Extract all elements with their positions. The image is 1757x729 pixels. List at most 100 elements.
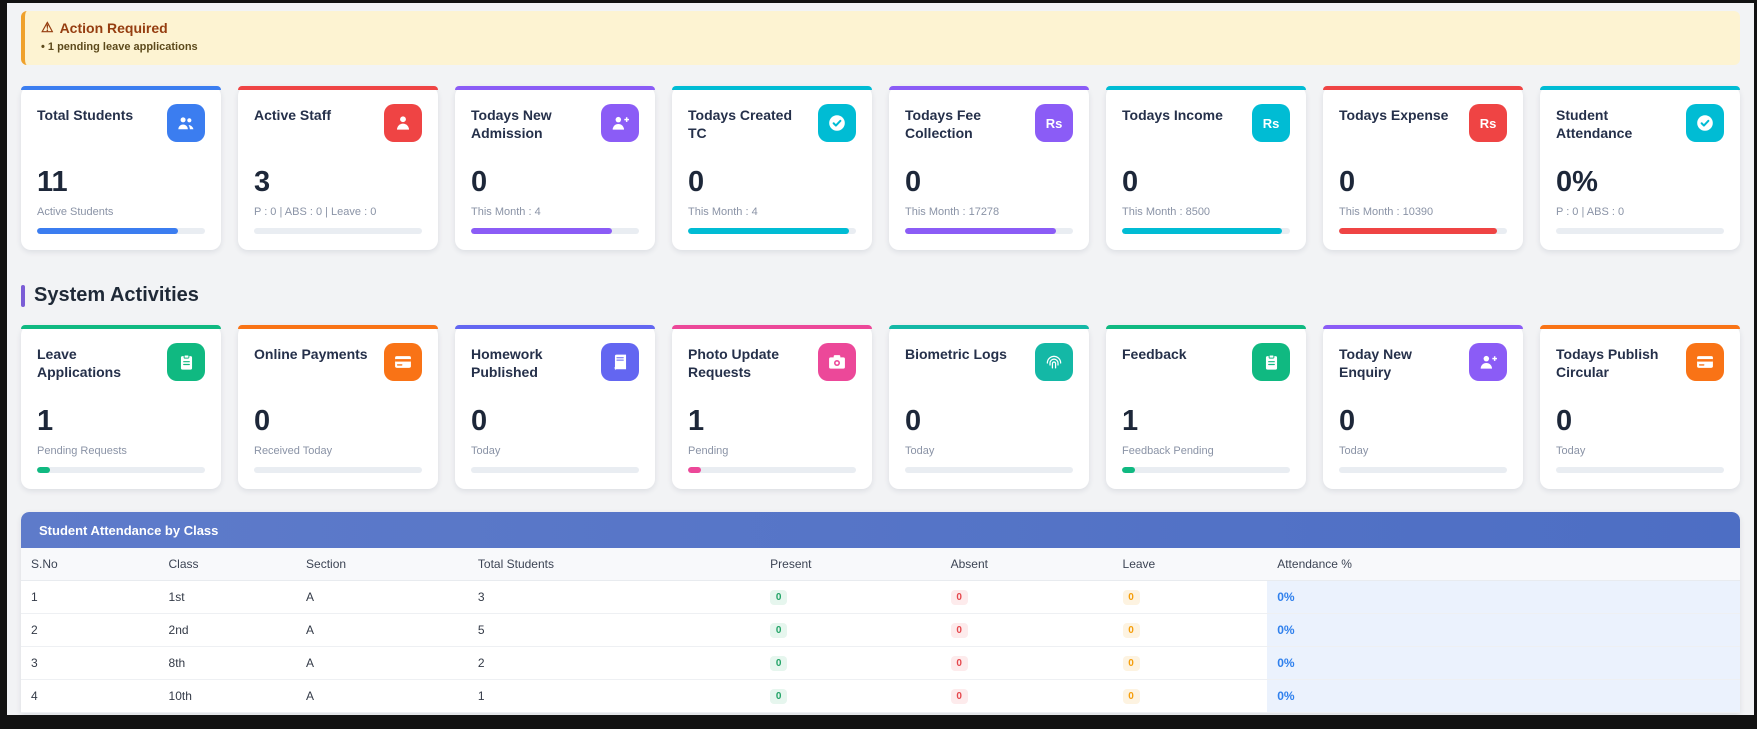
- card-title: Online Payments: [254, 346, 368, 362]
- card-title: Student Attendance: [1556, 107, 1633, 141]
- card-subtitle: Active Students: [37, 206, 114, 218]
- card-todays-expense[interactable]: Todays Expense Rs 0 This Month : 10390: [1323, 86, 1523, 250]
- card-header: Online Payments: [254, 343, 422, 381]
- leave-badge: 0: [1122, 590, 1140, 605]
- fingerprint-icon: [1035, 343, 1073, 381]
- card-title: Today New Enquiry: [1339, 346, 1412, 380]
- card-feedback[interactable]: Feedback 1 Feedback Pending: [1106, 325, 1306, 489]
- card-todays-income[interactable]: Todays Income Rs 0 This Month : 8500: [1106, 86, 1306, 250]
- absent-badge: 0: [950, 590, 968, 605]
- cell-total-students: 1: [467, 679, 761, 713]
- cell-sno: 1: [21, 580, 159, 614]
- table-title: Student Attendance by Class: [21, 512, 1740, 548]
- cell-total-students: 3: [467, 580, 761, 614]
- progress-track: [37, 228, 205, 234]
- card-active-staff[interactable]: Active Staff 3 P : 0 | ABS : 0 | Leave : 0: [238, 86, 438, 250]
- column-header-attendance: Attendance %: [1267, 548, 1740, 581]
- card-homework-published[interactable]: Homework Published 0 Today: [455, 325, 655, 489]
- card-online-payments[interactable]: Online Payments 0 Received Today: [238, 325, 438, 489]
- card-title: Todays Expense: [1339, 107, 1449, 123]
- card-value: 0: [471, 166, 488, 198]
- progress-bar: [905, 228, 1057, 234]
- cell-sno: 4: [21, 679, 159, 713]
- card-todays-created-tc[interactable]: Todays Created TC 0 This Month : 4: [672, 86, 872, 250]
- card-value: 0: [905, 166, 922, 198]
- activity-cards-row: Leave Applications 1 Pending Requests Onlin…: [21, 325, 1740, 489]
- cell-sno: 2: [21, 613, 159, 647]
- card-leave-applications[interactable]: Leave Applications 1 Pending Requests: [21, 325, 221, 489]
- present-badge: 0: [770, 656, 788, 671]
- card-todays-publish-circular[interactable]: Todays Publish Circular 0 Today: [1540, 325, 1740, 489]
- card-subtitle: Pending Requests: [37, 445, 127, 457]
- card-header: Todays Expense Rs: [1339, 104, 1507, 142]
- card-header: Total Students: [37, 104, 205, 142]
- cell-attendance: 0%: [1267, 679, 1740, 713]
- credit-card-icon: [1686, 343, 1724, 381]
- progress-bar: [688, 228, 850, 234]
- clipboard-icon: [167, 343, 205, 381]
- card-title: Homework Published: [471, 346, 543, 380]
- card-value: 0: [471, 405, 488, 437]
- progress-track: [254, 467, 422, 473]
- cell-class: 10th: [158, 679, 297, 713]
- table-row: 3 8th A 2 0 0 0 0%: [21, 646, 1740, 680]
- book-icon: [601, 343, 639, 381]
- card-subtitle: This Month : 4: [688, 206, 758, 218]
- card-title: Todays Income: [1122, 107, 1223, 123]
- cell-absent: 0: [940, 646, 1113, 680]
- user-plus-icon: [1469, 343, 1507, 381]
- cell-leave: 0: [1112, 679, 1268, 713]
- rs-icon: Rs: [1035, 104, 1073, 142]
- card-todays-new-admission[interactable]: Todays New Admission 0 This Month : 4: [455, 86, 655, 250]
- card-value: 1: [1122, 405, 1139, 437]
- card-header: Today New Enquiry: [1339, 343, 1507, 381]
- progress-track: [1339, 467, 1507, 473]
- cell-sno: 3: [21, 646, 159, 680]
- card-biometric-logs[interactable]: Biometric Logs 0 Today: [889, 325, 1089, 489]
- card-student-attendance[interactable]: Student Attendance 0% P : 0 | ABS : 0: [1540, 86, 1740, 250]
- card-header: Feedback: [1122, 343, 1290, 381]
- cell-section: A: [296, 646, 468, 680]
- progress-bar: [37, 228, 179, 234]
- progress-track: [905, 467, 1073, 473]
- card-title: Todays Publish Circular: [1556, 346, 1659, 380]
- cell-leave: 0: [1112, 646, 1268, 680]
- card-today-new-enquiry[interactable]: Today New Enquiry 0 Today: [1323, 325, 1523, 489]
- section-title: System Activities: [34, 284, 199, 306]
- card-value: 0%: [1556, 166, 1598, 198]
- progress-bar: [471, 228, 613, 234]
- cell-class: 2nd: [158, 613, 297, 647]
- card-subtitle: P : 0 | ABS : 0: [1556, 206, 1625, 218]
- cell-section: A: [296, 613, 468, 647]
- card-header: Todays Publish Circular: [1556, 343, 1724, 381]
- clipboard-icon: [1252, 343, 1290, 381]
- stat-cards-row: Total Students 11 Active Students Active St…: [21, 86, 1740, 250]
- card-total-students[interactable]: Total Students 11 Active Students: [21, 86, 221, 250]
- user-plus-icon: [601, 104, 639, 142]
- cell-absent: 0: [940, 580, 1113, 614]
- card-header: Todays Created TC: [688, 104, 856, 142]
- card-title: Todays New Admission: [471, 107, 552, 141]
- alert-title-text: Action Required: [59, 19, 168, 36]
- present-badge: 0: [770, 590, 788, 605]
- cell-total-students: 2: [467, 646, 761, 680]
- card-photo-update-requests[interactable]: Photo Update Requests 1 Pending: [672, 325, 872, 489]
- cell-present: 0: [760, 580, 941, 614]
- card-value: 0: [1122, 166, 1139, 198]
- cell-absent: 0: [940, 613, 1113, 647]
- card-header: Todays Income Rs: [1122, 104, 1290, 142]
- card-value: 1: [37, 405, 54, 437]
- section-accent-bar: [21, 284, 25, 307]
- card-todays-fee-collection[interactable]: Todays Fee Collection Rs 0 This Month : 172…: [889, 86, 1089, 250]
- progress-track: [1339, 228, 1507, 234]
- table-header-row: S.No Class Section Total Students Present Abs…: [21, 548, 1740, 581]
- card-value: 0: [688, 166, 705, 198]
- alert-title: ⚠ Action Required: [41, 19, 1724, 36]
- cell-attendance: 0%: [1267, 646, 1740, 680]
- column-header-total-students: Total Students: [467, 548, 761, 581]
- cell-leave: 0: [1112, 580, 1268, 614]
- progress-track: [1556, 228, 1724, 234]
- card-title: Total Students: [37, 107, 134, 123]
- card-value: 0: [905, 405, 922, 437]
